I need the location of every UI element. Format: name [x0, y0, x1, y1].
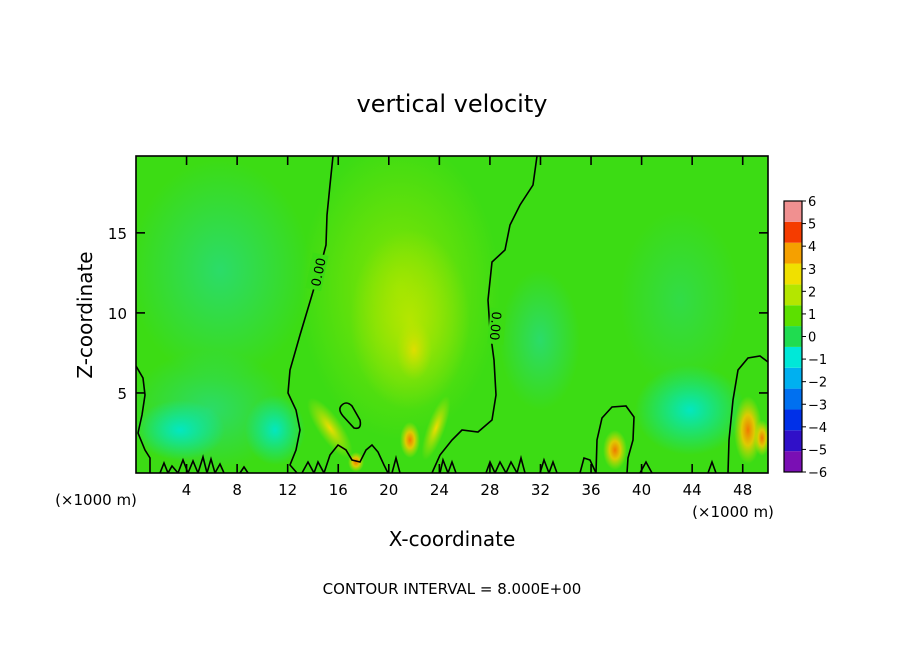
updraft-spot-near-surface-2 [400, 422, 420, 458]
downdraft-region-right-upper [620, 210, 740, 390]
updraft-streak-mid [421, 395, 451, 461]
y-tick-label: 5 [117, 385, 127, 403]
x-tick-label: 28 [480, 481, 499, 499]
updraft-region-core [350, 230, 470, 410]
contour-surface-ripples-10 [707, 459, 717, 473]
x-tick-label: 36 [581, 481, 600, 499]
colorbar: 6 5 4 3 2 1 0 −1 −2 −3 −4 −5 −6 [783, 195, 827, 481]
colorbar-swatch [784, 263, 802, 285]
colorbar-swatch [784, 451, 802, 472]
colorbar-swatch [784, 346, 802, 368]
colorbar-tick-label: −2 [808, 376, 827, 391]
chart-title: vertical velocity [357, 90, 548, 118]
downdraft-region-mid-left [245, 395, 305, 465]
colorbar-tick-label: −1 [808, 353, 827, 368]
contour-surface-ripples-5 [439, 457, 457, 473]
y-tick-label: 10 [108, 305, 127, 323]
downdraft-region-left-core [136, 400, 225, 460]
colorbar-swatch [784, 388, 802, 410]
colorbar-swatch [784, 305, 802, 327]
updraft-spot-right-3 [754, 420, 768, 456]
downdraft-region-left-upper [136, 160, 310, 380]
colorbar-tick-label: 3 [808, 263, 816, 278]
contour-loop-small [339, 402, 362, 430]
colorbar-swatch [784, 326, 802, 347]
y-tick-label: 15 [108, 225, 127, 243]
colorbar-tick-label: −3 [808, 398, 827, 413]
y-axis-label: Z-coordinate [73, 251, 97, 378]
colorbar-tick-label: −5 [808, 443, 827, 458]
colorbar-tick-label: 2 [808, 285, 816, 300]
x-tick-label: 20 [379, 481, 398, 499]
y-axis-ticks: 5 10 15 [108, 225, 768, 403]
colorbar-tick-label: −6 [808, 466, 827, 481]
x-tick-label: 32 [531, 481, 550, 499]
contour-interval-note: CONTOUR INTERVAL = 8.000E+00 [323, 580, 582, 598]
x-tick-label: 44 [683, 481, 702, 499]
colorbar-tick-label: −4 [808, 421, 827, 436]
contour-label-left: 0.00 [305, 252, 330, 292]
contour-surface-ripples-6 [485, 454, 526, 473]
colorbar-swatch [784, 221, 802, 243]
contour-bubble-right-1 [595, 405, 635, 473]
colorbar-swatch [784, 201, 802, 222]
colorbar-swatch [784, 367, 802, 389]
x-tick-label: 8 [232, 481, 242, 499]
x-axis-ticks: 4 8 12 16 20 24 28 32 36 40 44 48 [182, 156, 752, 499]
contour-label-right: 0.00 [486, 307, 507, 345]
contour-surface-ripples-7 [539, 457, 558, 473]
x-unit-left: (×1000 m) [55, 491, 137, 509]
colorbar-swatch [784, 409, 802, 431]
colorbar-swatch [784, 242, 802, 264]
x-tick-label: 4 [182, 481, 192, 499]
updraft-streak-left [307, 397, 353, 459]
contour-right-column [431, 156, 538, 473]
downdraft-region-right [635, 365, 745, 455]
contour-left-column [287, 156, 334, 473]
x-axis-label: X-coordinate [389, 527, 516, 551]
colorbar-tick-label: 6 [808, 195, 816, 210]
contour-surface-ripples-3 [301, 443, 389, 473]
x-tick-label: 40 [632, 481, 651, 499]
zero-contours [136, 156, 768, 473]
colorbar-swatch [784, 284, 802, 306]
x-tick-label: 16 [329, 481, 348, 499]
contour-surface-ripples-4 [391, 454, 401, 473]
colorbar-swatch [784, 430, 802, 452]
plot-frame [135, 155, 769, 474]
updraft-spot-right-2 [734, 396, 762, 464]
updraft-spot-near-surface-1 [348, 452, 364, 472]
x-tick-label: 24 [430, 481, 449, 499]
x-unit-right: (×1000 m) [692, 503, 774, 521]
contour-bubble-right-2 [727, 355, 768, 473]
colorbar-tick-label: 5 [808, 218, 816, 233]
colorbar-tick-label: 1 [808, 308, 816, 323]
contour-label-left-text: 0.00 [309, 257, 330, 288]
updraft-spot-right-1 [603, 430, 627, 470]
downdraft-region-mid-right [500, 270, 580, 410]
contour-left-edge [136, 365, 151, 473]
x-tick-label: 48 [733, 481, 752, 499]
contour-surface-ripples-2 [239, 465, 249, 473]
contour-label-right-text: 0.00 [486, 311, 503, 341]
updraft-core-mid [396, 320, 432, 380]
colorbar-tick-label: 4 [808, 240, 816, 255]
contour-surface-ripples-1 [159, 454, 225, 473]
plot-area [136, 156, 768, 473]
colorbar-tick-label: 0 [808, 331, 816, 346]
contour-surface-ripples-8 [579, 456, 597, 473]
x-tick-label: 12 [278, 481, 297, 499]
